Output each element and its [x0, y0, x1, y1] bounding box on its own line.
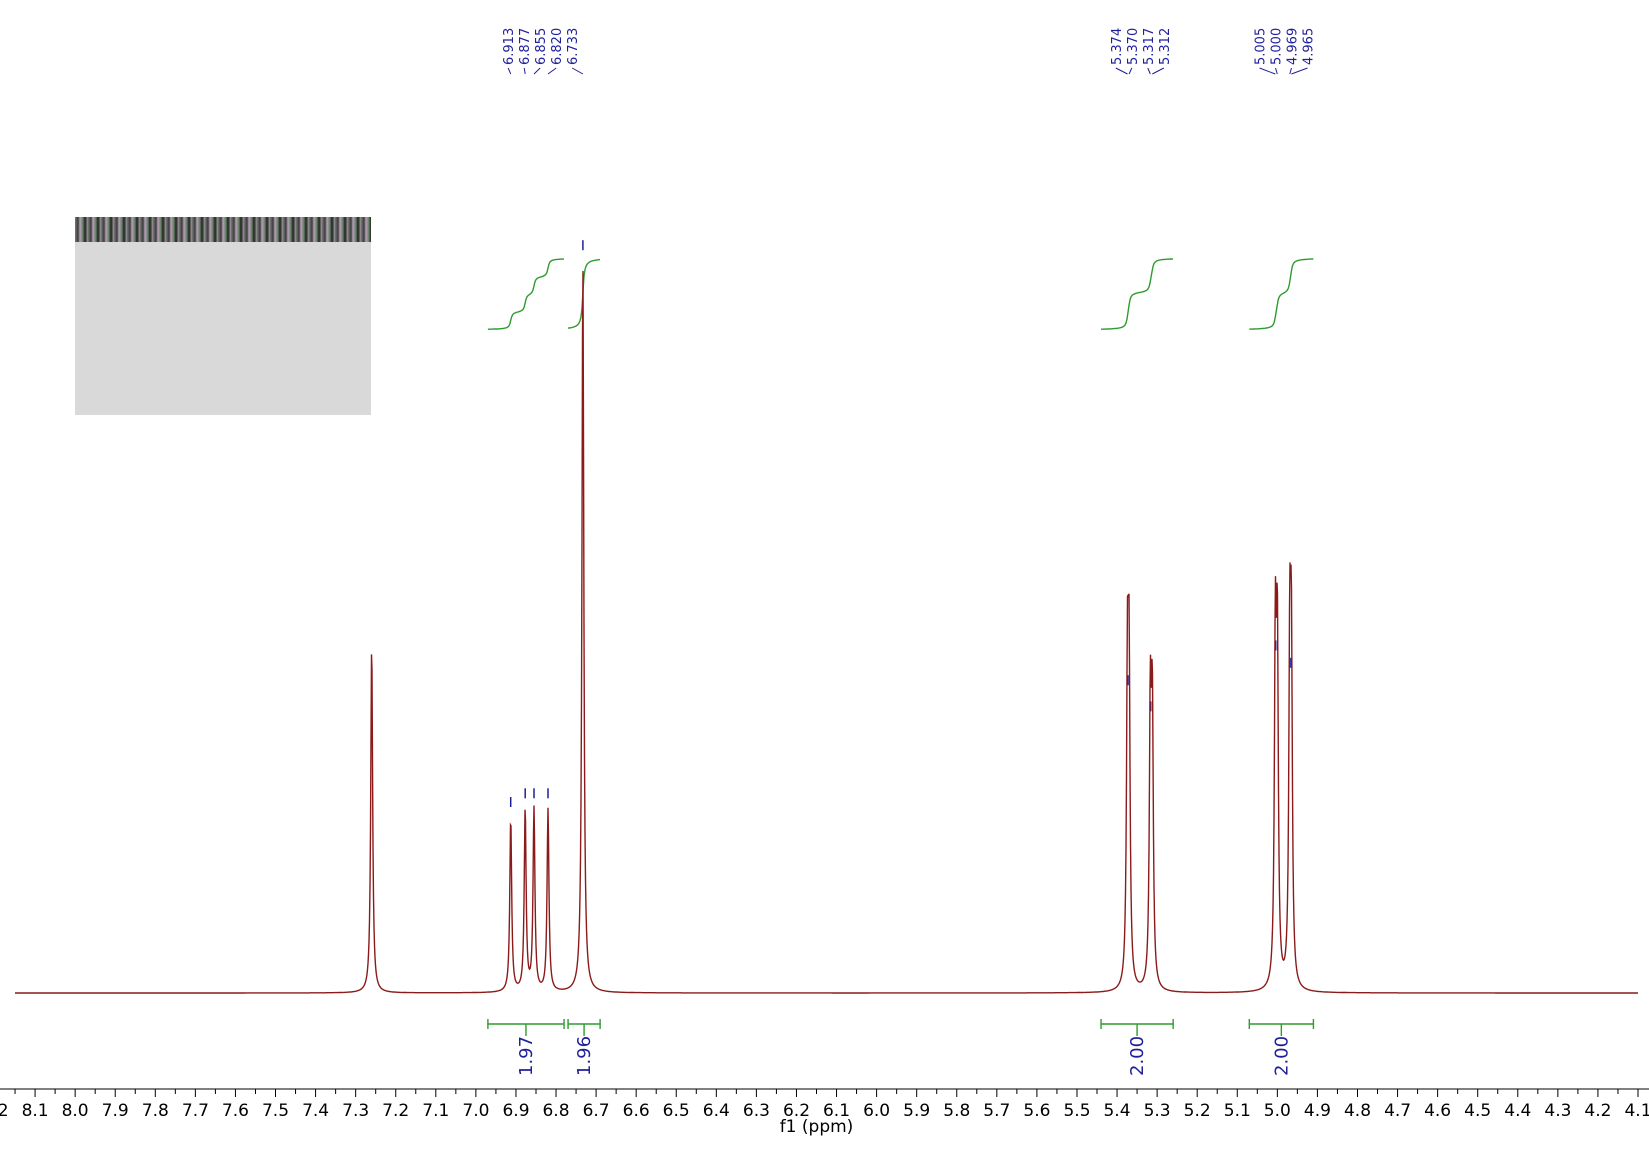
x-tick-label-4.2: 4.2 [1584, 1101, 1611, 1121]
peak-label-6.913: 6.913 [502, 28, 517, 65]
integral-label-2.00: 2.00 [1127, 1036, 1148, 1076]
peak-label-5.374: 5.374 [1110, 28, 1125, 65]
x-tick-label-6.9: 6.9 [502, 1101, 529, 1121]
x-tick-label-5.2: 5.2 [1184, 1101, 1211, 1121]
x-tick-label-6.4: 6.4 [703, 1101, 730, 1121]
x-tick-label-4.8: 4.8 [1344, 1101, 1371, 1121]
integral-curve-1.97 [487, 258, 564, 330]
peak-connector [1152, 67, 1165, 75]
peak-label-6.820: 6.820 [550, 28, 565, 65]
peak-connector [507, 67, 512, 75]
peak-connector [1291, 67, 1308, 75]
peak-label-5.370: 5.370 [1126, 28, 1141, 65]
x-tick-label-7.5: 7.5 [262, 1101, 289, 1121]
x-tick-label-6.2: 6.2 [783, 1101, 810, 1121]
spectrum-line-group [15, 270, 1638, 994]
peak-connector [1275, 67, 1278, 75]
peak-label-6.733: 6.733 [566, 28, 581, 65]
peak-connector [1128, 67, 1133, 75]
peak-connector [533, 67, 541, 75]
x-tick-label-7.9: 7.9 [102, 1101, 129, 1121]
peak-label-6.855: 6.855 [534, 28, 549, 65]
x-tick-label-8.0: 8.0 [62, 1101, 89, 1121]
x-tick-label-7.4: 7.4 [302, 1101, 329, 1121]
x-tick-label-7.1: 7.1 [422, 1101, 449, 1121]
x-tick-label-7.3: 7.3 [342, 1101, 369, 1121]
x-tick-label-4.4: 4.4 [1504, 1101, 1531, 1121]
peak-label-4.965: 4.965 [1302, 28, 1317, 65]
x-tick-label-6.5: 6.5 [663, 1101, 690, 1121]
x-tick-label-7.7: 7.7 [182, 1101, 209, 1121]
peak-connector [523, 67, 526, 75]
x-tick-label-5.1: 5.1 [1224, 1101, 1251, 1121]
integral-label-2.00: 2.00 [1271, 1036, 1292, 1076]
peak-connector [1115, 67, 1128, 75]
x-tick-label-5.0: 5.0 [1264, 1101, 1291, 1121]
peak-connector [571, 67, 584, 75]
x-tick-label-5.6: 5.6 [1023, 1101, 1050, 1121]
structure-noise-strip [75, 217, 371, 242]
x-tick-label-6.7: 6.7 [583, 1101, 610, 1121]
spectrum-trace [15, 270, 1638, 994]
x-tick-label-6.1: 6.1 [823, 1101, 850, 1121]
peak-labels-group: 6.913 6.877 6.855 6.820 6.733 5.374 5.370 5.317… [502, 28, 1317, 807]
chemical-structure-image [75, 217, 371, 415]
peak-connector [547, 67, 557, 75]
x-tick-label-5.7: 5.7 [983, 1101, 1010, 1121]
peak-label-5.000: 5.000 [1270, 28, 1285, 65]
x-tick-label-5.3: 5.3 [1144, 1101, 1171, 1121]
integral-curve-1.96 [567, 258, 601, 329]
x-tick-label-5.9: 5.9 [903, 1101, 930, 1121]
x-tick-label-6.3: 6.3 [743, 1101, 770, 1121]
x-tick-label-6.6: 6.6 [623, 1101, 650, 1121]
x-tick-label-7.0: 7.0 [462, 1101, 489, 1121]
x-tick-label-6.8: 6.8 [542, 1101, 569, 1121]
x-tick-label-7.6: 7.6 [222, 1101, 249, 1121]
x-tick-label-4.1: 4.1 [1624, 1101, 1649, 1121]
integral-curves-group [487, 258, 1314, 330]
peak-label-5.312: 5.312 [1158, 28, 1173, 65]
integral-label-1.96: 1.96 [574, 1036, 595, 1076]
x-tick-label-8.1: 8.1 [22, 1101, 49, 1121]
integral-curve-2.00 [1101, 258, 1174, 330]
x-tick-label-8.2: 8.2 [0, 1101, 9, 1121]
x-tick-label-5.5: 5.5 [1063, 1101, 1090, 1121]
x-tick-label-6.0: 6.0 [863, 1101, 890, 1121]
x-tick-label-7.8: 7.8 [142, 1101, 169, 1121]
x-tick-label-5.4: 5.4 [1103, 1101, 1130, 1121]
x-tick-label-4.9: 4.9 [1304, 1101, 1331, 1121]
peak-connector [1259, 67, 1276, 75]
x-tick-label-4.6: 4.6 [1424, 1101, 1451, 1121]
peak-label-4.969: 4.969 [1286, 28, 1301, 65]
peak-label-5.005: 5.005 [1254, 28, 1269, 65]
peak-connector [1147, 67, 1151, 75]
x-axis-title: f1 (ppm) [780, 1117, 854, 1137]
peak-label-5.317: 5.317 [1142, 28, 1157, 65]
x-tick-label-7.2: 7.2 [382, 1101, 409, 1121]
x-tick-label-5.8: 5.8 [943, 1101, 970, 1121]
peak-connector [1289, 67, 1292, 75]
x-tick-label-4.5: 4.5 [1464, 1101, 1491, 1121]
x-tick-label-4.7: 4.7 [1384, 1101, 1411, 1121]
integral-bars-group: 1.97 1.96 2.00 2.00 [487, 1019, 1315, 1076]
x-axis: 8.2 8.1 8.0 7.9 7.8 7.7 7.6 7.5 7.4 7.3 7.2 7.1 7.0 6… [0, 1088, 1649, 1121]
x-tick-label-4.3: 4.3 [1544, 1101, 1571, 1121]
integral-curve-2.00 [1249, 258, 1314, 330]
peak-label-6.877: 6.877 [518, 28, 533, 65]
integral-label-1.97: 1.97 [516, 1036, 537, 1076]
